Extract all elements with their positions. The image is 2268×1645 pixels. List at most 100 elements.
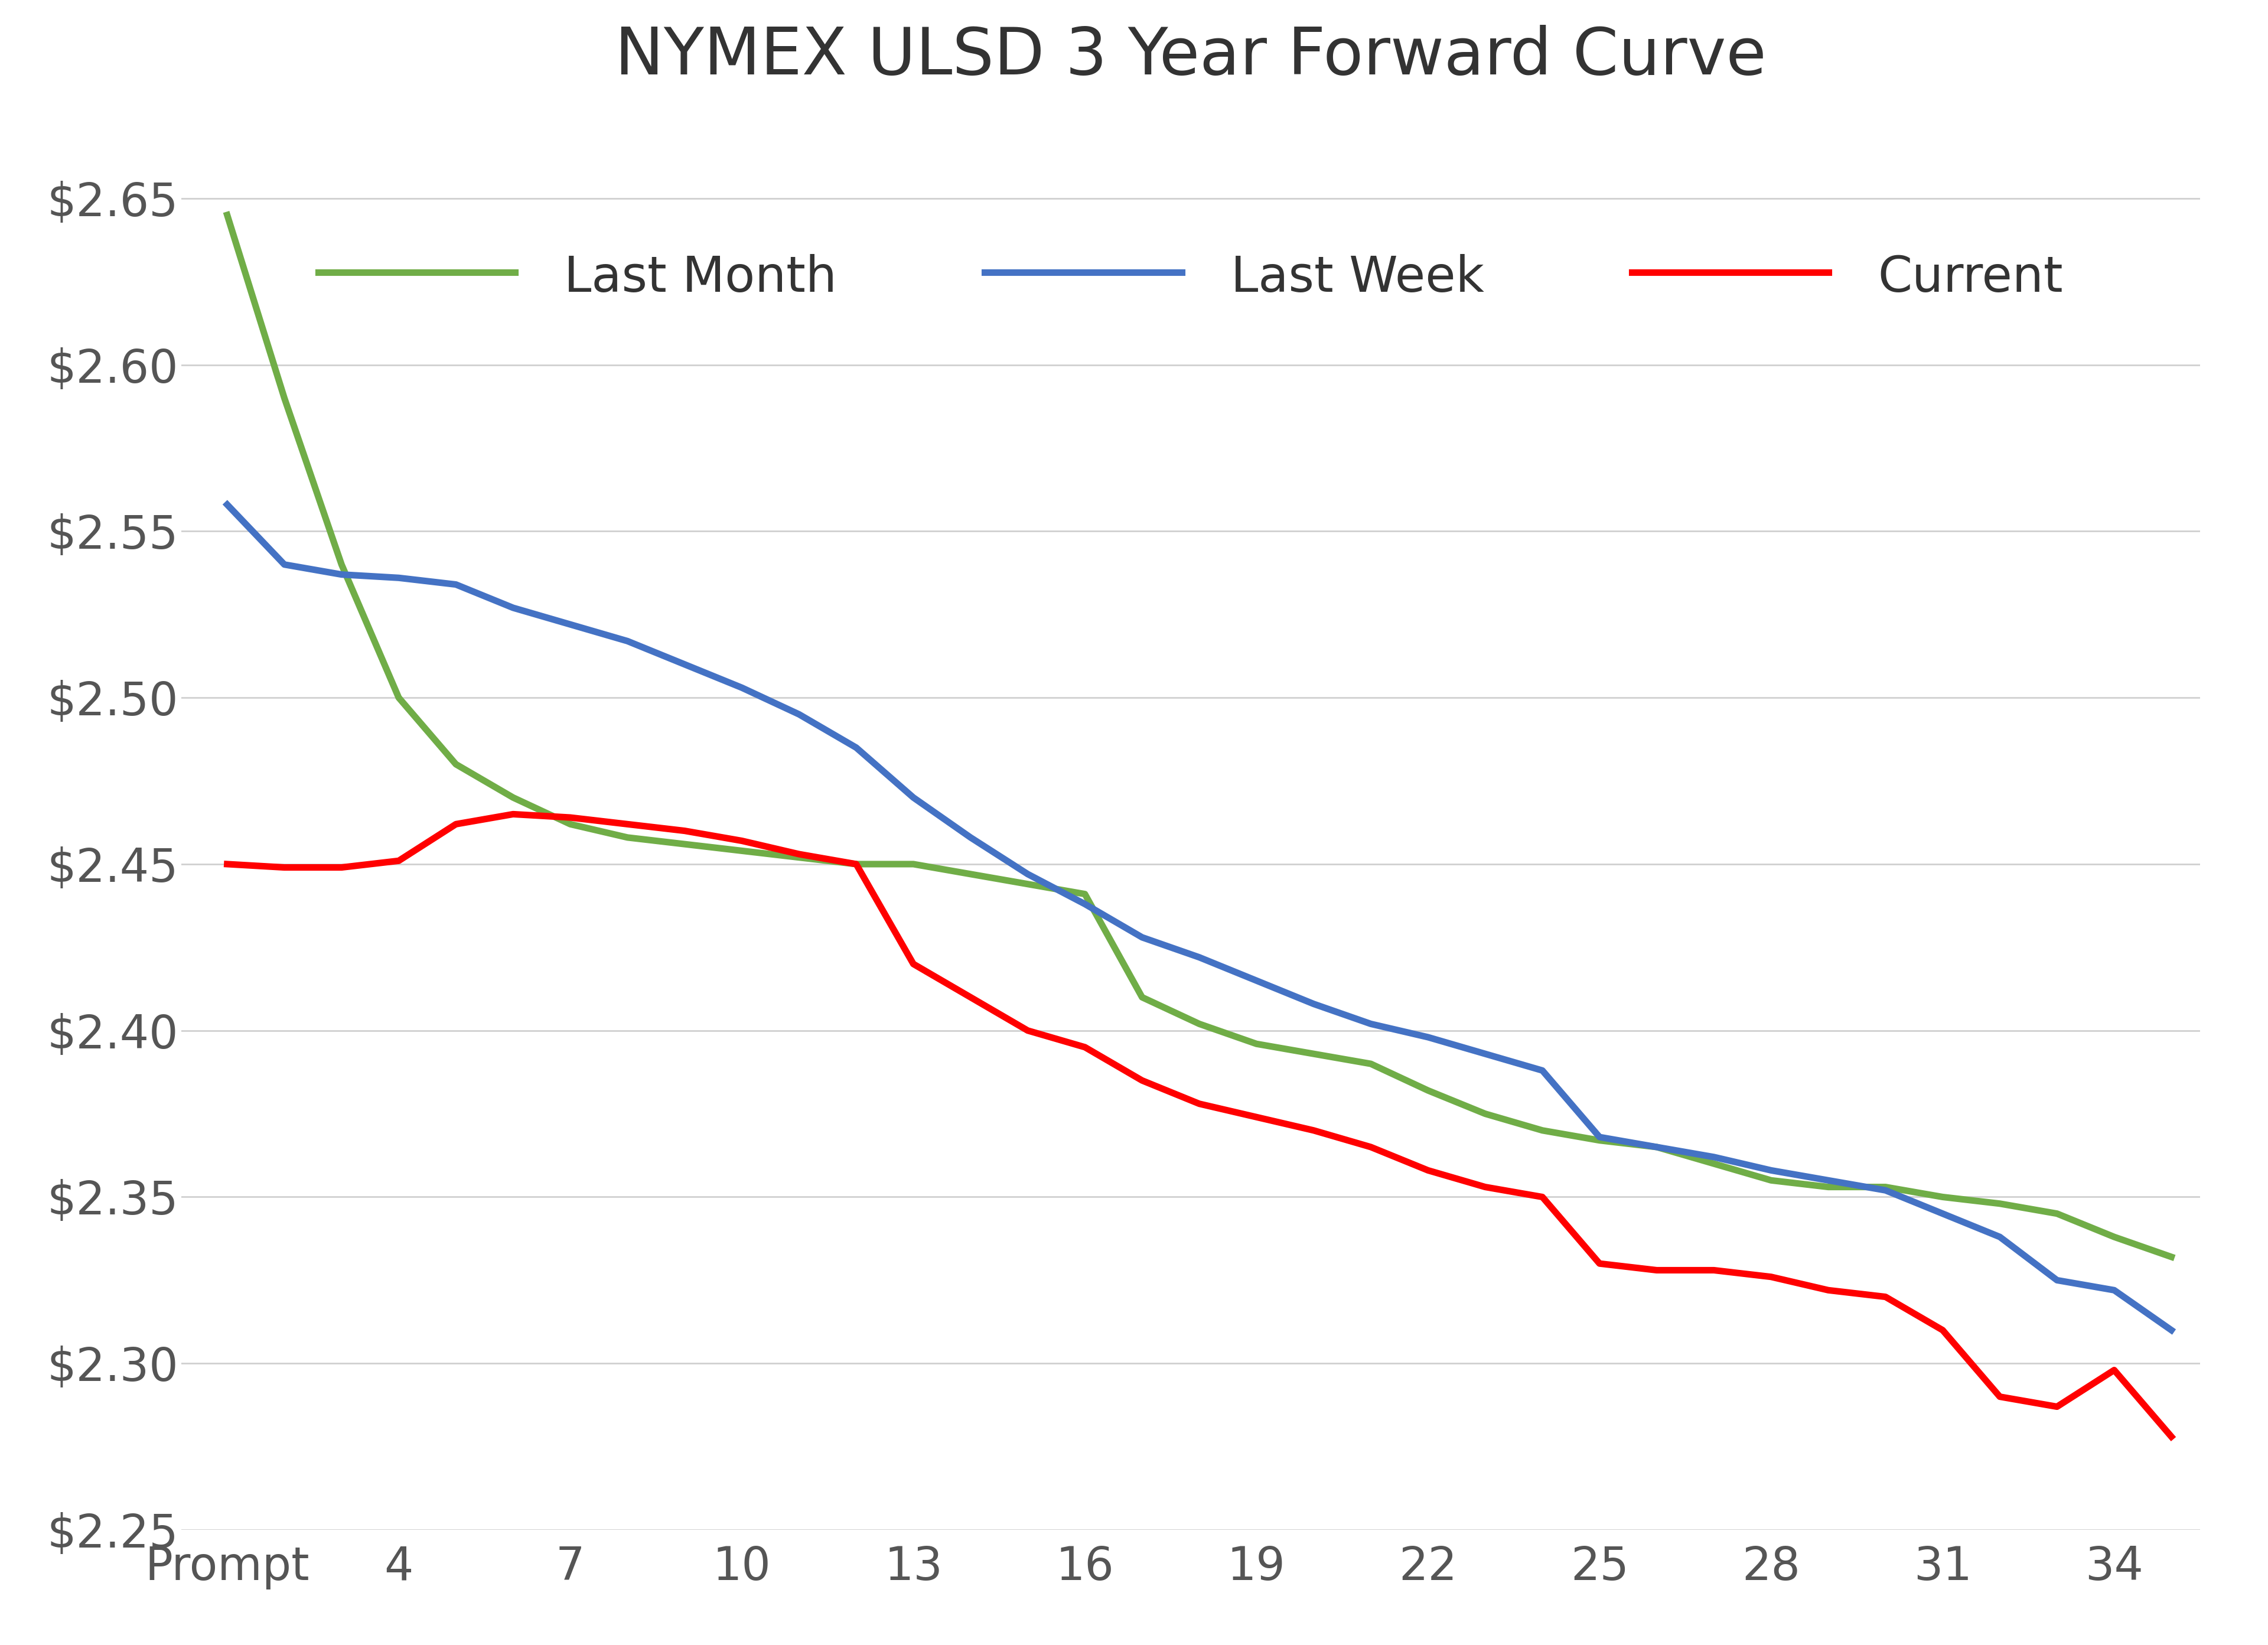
Last Week [442, 574, 469, 594]
Legend: Last Month, Last Week, Current: Last Month, Last Week, Current [318, 253, 2064, 303]
Current [1529, 1188, 1556, 1207]
Current [1814, 1280, 1842, 1300]
Current [1987, 1387, 2014, 1406]
Current [556, 808, 583, 827]
Current [2043, 1397, 2071, 1416]
Last Week [900, 788, 928, 808]
Last Month [270, 388, 297, 408]
Current [1758, 1267, 1785, 1286]
Current [900, 954, 928, 974]
Last Month [1871, 1178, 1898, 1198]
Last Month [1300, 1045, 1327, 1064]
Last Month [1529, 1120, 1556, 1140]
Last Month [1585, 1130, 1613, 1150]
Last Week [556, 615, 583, 635]
Last Month [1472, 1104, 1499, 1124]
Last Month [329, 554, 356, 574]
Current [728, 831, 755, 850]
Current [1300, 1120, 1327, 1140]
Last Week [1186, 948, 1213, 967]
Current [270, 857, 297, 877]
Last Week [386, 568, 413, 587]
Last Month [957, 864, 984, 883]
Line: Current: Current [227, 814, 2170, 1436]
Last Week [499, 597, 526, 617]
Last Week [1356, 1013, 1383, 1033]
Current [615, 814, 642, 834]
Current [1014, 1020, 1041, 1040]
Last Month [213, 206, 240, 225]
Last Month [1814, 1178, 1842, 1198]
Last Week [1930, 1204, 1957, 1224]
Last Week [270, 554, 297, 574]
Last Week [1472, 1045, 1499, 1064]
Current [1930, 1321, 1957, 1341]
Last Month [499, 788, 526, 808]
Last Week [671, 655, 699, 674]
Line: Last Month: Last Month [227, 215, 2170, 1257]
Current [1243, 1107, 1270, 1127]
Current [386, 850, 413, 870]
Last Week [1758, 1160, 1785, 1179]
Last Week [2157, 1321, 2184, 1341]
Last Month [1356, 1054, 1383, 1074]
Last Month [442, 755, 469, 775]
Last Week [1070, 895, 1098, 915]
Last Week [1871, 1181, 1898, 1201]
Current [785, 844, 812, 864]
Last Month [671, 834, 699, 854]
Last Week [957, 827, 984, 847]
Last Month [1701, 1153, 1728, 1173]
Last Month [556, 814, 583, 834]
Current [499, 804, 526, 824]
Current [1186, 1094, 1213, 1114]
Last Week [1129, 928, 1157, 948]
Current [1356, 1137, 1383, 1156]
Last Month [1415, 1081, 1442, 1101]
Last Week [2100, 1280, 2127, 1300]
Last Week [2043, 1270, 2071, 1290]
Current [671, 821, 699, 841]
Last Week [615, 632, 642, 651]
Last Month [2043, 1204, 2071, 1224]
Last Week [1415, 1028, 1442, 1048]
Last Week [1814, 1171, 1842, 1191]
Current [1642, 1260, 1669, 1280]
Last Week [1987, 1227, 2014, 1247]
Current [442, 814, 469, 834]
Last Month [1987, 1194, 2014, 1214]
Last Week [728, 678, 755, 697]
Last Month [2100, 1227, 2127, 1247]
Last Month [1642, 1137, 1669, 1156]
Last Month [1129, 987, 1157, 1007]
Last Week [1300, 994, 1327, 1013]
Current [2100, 1360, 2127, 1380]
Title: NYMEX ULSD 3 Year Forward Curve: NYMEX ULSD 3 Year Forward Curve [615, 25, 1767, 87]
Current [1472, 1178, 1499, 1198]
Current [844, 854, 871, 873]
Last Month [785, 847, 812, 867]
Last Week [844, 737, 871, 757]
Last Week [1701, 1147, 1728, 1166]
Last Week [785, 704, 812, 724]
Last Week [1585, 1127, 1613, 1147]
Current [329, 857, 356, 877]
Last Month [844, 854, 871, 873]
Last Month [1243, 1035, 1270, 1054]
Last Month [900, 854, 928, 873]
Last Month [1930, 1188, 1957, 1207]
Last Week [1243, 971, 1270, 990]
Last Week [1014, 864, 1041, 883]
Last Week [213, 495, 240, 515]
Last Week [1529, 1061, 1556, 1081]
Current [1415, 1160, 1442, 1179]
Last Month [1186, 1013, 1213, 1033]
Last Month [1758, 1171, 1785, 1191]
Current [1129, 1071, 1157, 1091]
Last Week [1642, 1137, 1669, 1156]
Last Month [1070, 885, 1098, 905]
Current [213, 854, 240, 873]
Last Month [386, 688, 413, 707]
Current [1585, 1253, 1613, 1273]
Current [1070, 1038, 1098, 1058]
